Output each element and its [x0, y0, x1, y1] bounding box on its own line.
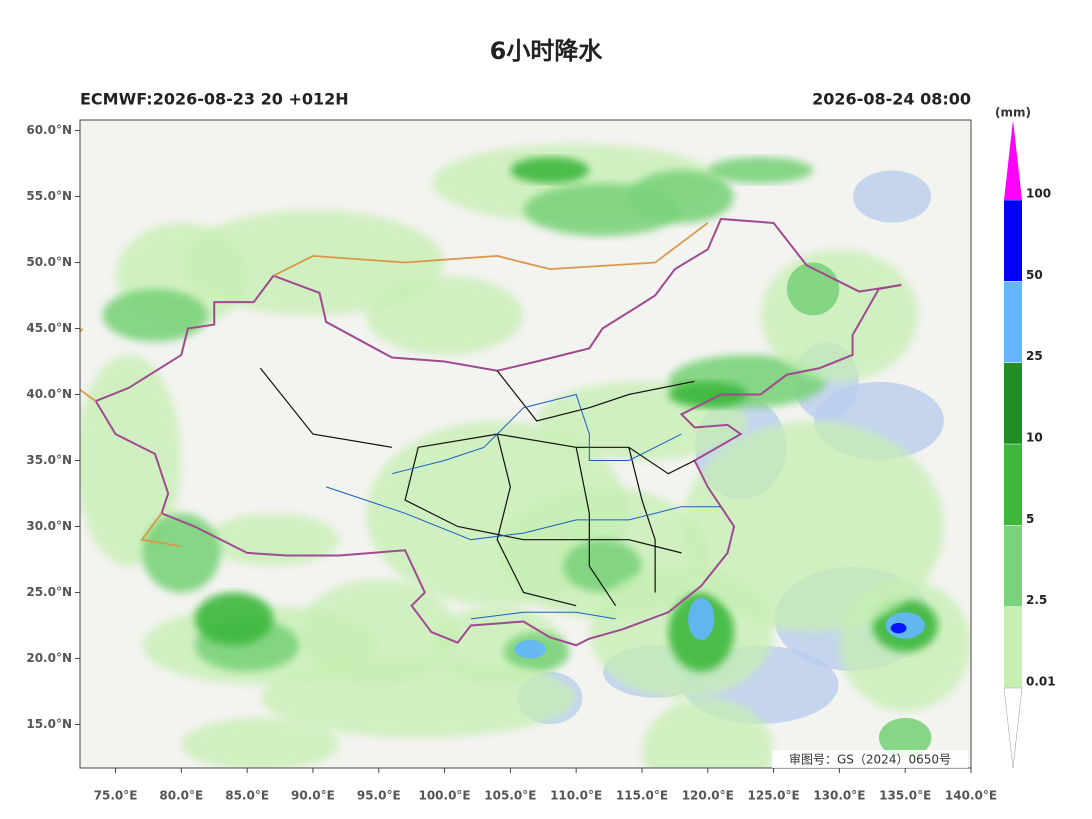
colorbar-label: 100 — [1026, 187, 1051, 201]
sea-area — [853, 170, 932, 223]
precip-area — [708, 156, 813, 184]
precip-area — [142, 513, 221, 593]
x-tick-label: 130.0°E — [813, 789, 865, 803]
precip-area — [878, 717, 932, 758]
colorbar-label: 50 — [1026, 268, 1043, 282]
y-tick-label: 55.0°N — [26, 189, 72, 203]
province-border — [575, 447, 617, 607]
province-border — [496, 370, 695, 422]
map-frame — [79, 119, 972, 769]
neighbor-border — [140, 512, 182, 548]
y-tick-label: 30.0°N — [26, 519, 72, 533]
river — [325, 486, 721, 541]
y-tick-label: 20.0°N — [26, 651, 72, 665]
precip-area — [642, 698, 774, 768]
colorbar-segment — [1004, 525, 1022, 607]
colorbar-segment — [1004, 444, 1022, 526]
river — [470, 611, 616, 620]
y-tick-label: 35.0°N — [26, 453, 72, 467]
province-border — [628, 447, 656, 593]
precip-area — [682, 420, 945, 633]
precip-area — [760, 249, 918, 382]
title: 6小时降水 — [490, 37, 604, 65]
x-tick-label: 105.0°E — [484, 789, 536, 803]
precip-area — [563, 539, 642, 593]
precip-area — [102, 288, 208, 342]
x-tick-label: 140.0°E — [945, 789, 997, 803]
province-border — [496, 433, 577, 607]
colorbar-label: 25 — [1026, 349, 1043, 363]
valid-time: 2026-08-24 08:00 — [812, 90, 971, 109]
precip-area — [668, 381, 748, 408]
y-tick-label: 25.0°N — [26, 585, 72, 599]
precip-area — [261, 658, 576, 738]
y-tick-label: 45.0°N — [26, 321, 72, 335]
precip-area — [194, 592, 274, 646]
x-tick-label: 90.0°E — [291, 789, 335, 803]
colorbar-extend-max — [1004, 120, 1022, 200]
colorbar-segment — [1004, 281, 1022, 363]
colorbar-unit: (mm) — [995, 106, 1031, 120]
x-tick-label: 100.0°E — [418, 789, 470, 803]
x-tick-label: 115.0°E — [616, 789, 668, 803]
colorbar-label: 5 — [1026, 512, 1034, 526]
x-tick-label: 80.0°E — [159, 789, 203, 803]
y-tick-label: 60.0°N — [26, 123, 72, 137]
country-border — [94, 217, 902, 647]
precip-area — [365, 275, 524, 355]
x-tick-label: 95.0°E — [357, 789, 401, 803]
approval-number: 审图号：GS（2024）0650号 — [789, 752, 951, 767]
approval-box — [772, 750, 968, 768]
x-tick-label: 120.0°E — [682, 789, 734, 803]
x-tick-label: 110.0°E — [550, 789, 602, 803]
y-tick-label: 50.0°N — [26, 255, 72, 269]
colorbar-label: 0.01 — [1026, 675, 1056, 689]
precip-area — [786, 262, 840, 316]
neighbor-border — [273, 222, 709, 277]
y-tick-label: 15.0°N — [26, 717, 72, 731]
model-run: ECMWF:2026-08-23 20 +012H — [80, 90, 349, 109]
precip-area — [890, 622, 907, 634]
precip-area — [688, 597, 715, 640]
colorbar-extend-min — [1003, 687, 1023, 769]
province-border — [404, 447, 682, 554]
province-border — [418, 433, 695, 475]
precip-area — [207, 513, 339, 567]
river — [391, 393, 682, 475]
colorbar-segment — [1004, 362, 1022, 444]
colorbar-segment — [1004, 200, 1022, 282]
province-border — [259, 367, 393, 448]
precip-area — [181, 209, 444, 316]
precip-area — [514, 639, 546, 659]
x-tick-label: 125.0°E — [748, 789, 800, 803]
x-tick-label: 135.0°E — [879, 789, 931, 803]
y-tick-label: 40.0°N — [26, 387, 72, 401]
colorbar-label: 10 — [1026, 431, 1043, 445]
precip-area — [181, 717, 339, 768]
x-tick-label: 75.0°E — [94, 789, 138, 803]
precip-area — [629, 170, 734, 223]
colorbar-label: 2.5 — [1026, 593, 1047, 607]
precip-area — [510, 156, 590, 184]
x-tick-label: 85.0°E — [225, 789, 269, 803]
map-layers — [80, 143, 971, 768]
colorbar-segment — [1004, 606, 1022, 688]
precip-area — [80, 354, 182, 567]
